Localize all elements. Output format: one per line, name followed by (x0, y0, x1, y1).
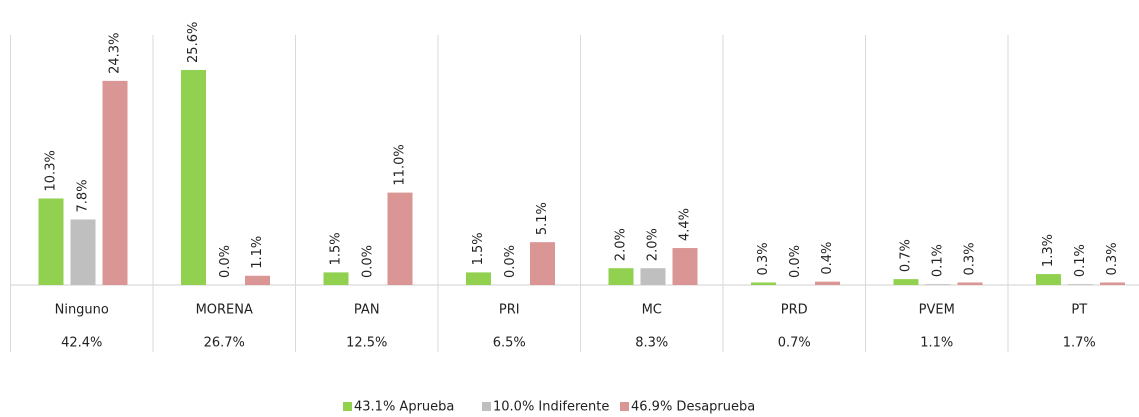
data-label: 0.3% (1105, 242, 1120, 275)
total-label: 6.5% (493, 336, 526, 351)
total-label: 1.7% (1063, 336, 1096, 351)
category-label: PVEM (919, 303, 955, 318)
total-label: 8.3% (635, 336, 668, 351)
bar (530, 242, 555, 285)
data-label: 4.4% (678, 208, 693, 241)
bar (608, 268, 634, 285)
category-label: MORENA (196, 303, 253, 318)
legend-label: 43.1% Aprueba (354, 400, 454, 415)
bar (925, 284, 951, 285)
bar (815, 281, 840, 285)
legend-swatch (482, 402, 491, 411)
category-label: MC (642, 303, 662, 318)
total-label: 26.7% (204, 336, 245, 351)
data-label: 1.5% (329, 232, 344, 265)
bar (1100, 282, 1125, 285)
total-label: 1.1% (920, 336, 953, 351)
bar (323, 272, 349, 285)
legend-swatch (620, 402, 629, 411)
total-label: 42.4% (61, 336, 102, 351)
data-label: 0.0% (361, 245, 376, 278)
legend-label: 10.0% Indiferente (493, 400, 609, 415)
data-label: 0.7% (899, 239, 914, 272)
bar (893, 279, 919, 285)
data-label: 11.0% (393, 144, 408, 185)
data-label: 24.3% (108, 33, 123, 74)
data-label: 7.8% (76, 179, 91, 212)
data-label: 0.1% (931, 244, 946, 277)
data-label: 0.0% (503, 245, 518, 278)
bar (640, 268, 666, 285)
legend-label: 46.9% Desaprueba (631, 400, 755, 415)
bar (751, 282, 776, 285)
data-label: 25.6% (186, 22, 201, 63)
data-label: 0.0% (218, 245, 233, 278)
bar (70, 219, 96, 285)
category-label: Ninguno (55, 303, 109, 318)
total-label: 0.7% (778, 336, 811, 351)
data-label: 1.1% (250, 236, 265, 269)
bar (181, 69, 206, 286)
data-label: 2.0% (646, 228, 661, 261)
bar (38, 198, 64, 285)
bar (245, 275, 270, 285)
bar (387, 192, 413, 285)
legend-swatch (343, 402, 352, 411)
bar (102, 80, 128, 285)
data-label: 5.1% (535, 202, 550, 235)
bar (1036, 274, 1061, 285)
category-label: PT (1071, 303, 1087, 318)
category-label: PAN (354, 303, 380, 318)
bar (1068, 284, 1093, 285)
data-label: 10.3% (44, 150, 59, 191)
data-label: 1.5% (471, 232, 486, 265)
total-label: 12.5% (346, 336, 387, 351)
data-label: 0.3% (756, 242, 771, 275)
category-label: PRD (781, 303, 808, 318)
data-label: 1.3% (1041, 234, 1056, 267)
category-label: PRI (499, 303, 520, 318)
data-label: 0.4% (820, 242, 835, 275)
data-label: 0.3% (963, 242, 978, 275)
data-label: 0.1% (1073, 244, 1088, 277)
bar (466, 272, 491, 285)
bar (672, 248, 698, 285)
data-label: 2.0% (614, 228, 629, 261)
bar (957, 282, 983, 285)
data-label: 0.0% (788, 245, 803, 278)
